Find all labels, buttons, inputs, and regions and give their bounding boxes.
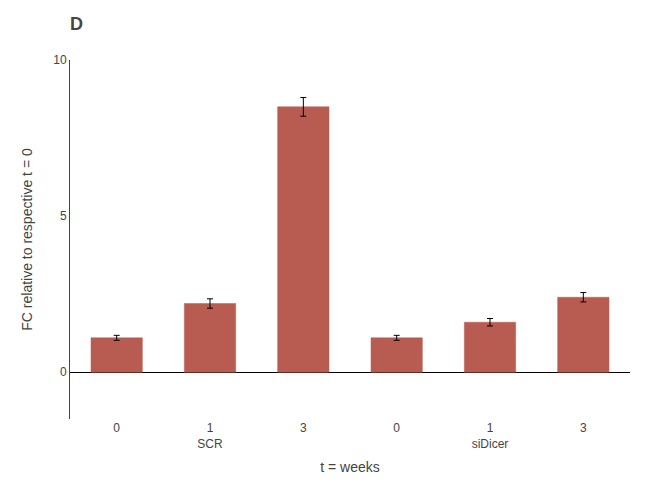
svg-text:FC relative to respective t =: FC relative to respective t = 0	[19, 148, 35, 331]
svg-text:1: 1	[207, 421, 214, 435]
svg-text:t = weeks: t = weeks	[320, 459, 380, 475]
svg-text:SCR: SCR	[197, 437, 223, 451]
svg-text:1: 1	[487, 421, 494, 435]
svg-text:10: 10	[53, 53, 67, 67]
svg-text:0: 0	[393, 421, 400, 435]
svg-text:5: 5	[60, 209, 67, 223]
svg-text:siDicer: siDicer	[472, 437, 509, 451]
svg-text:0: 0	[60, 365, 67, 379]
svg-text:0: 0	[113, 421, 120, 435]
svg-text:3: 3	[580, 421, 587, 435]
svg-text:3: 3	[300, 421, 307, 435]
svg-text:D: D	[70, 14, 83, 34]
